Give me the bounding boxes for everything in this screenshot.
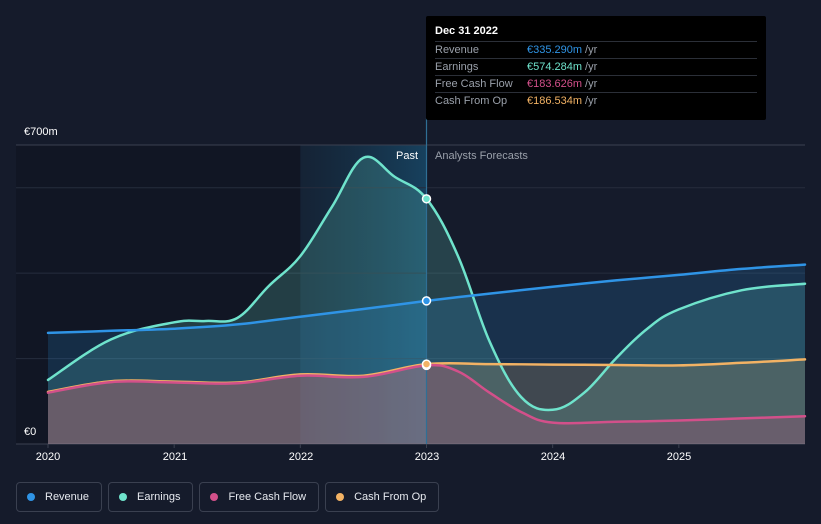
series-line-free-cash-flow [46, 363, 807, 425]
y-axis-zero-label: €0 [24, 426, 37, 438]
marker-earnings [421, 194, 432, 204]
y-axis-max-label: €700m [24, 126, 58, 138]
legend-label: Revenue [45, 491, 90, 503]
tooltip-earnings-value: €574.284m [527, 61, 583, 73]
legend: Revenue Earnings Free Cash Flow Cash Fro… [16, 482, 440, 512]
tooltip-fcf-label: Free Cash Flow [435, 78, 513, 90]
legend-label: Free Cash Flow [228, 491, 307, 503]
tooltip-cfo-label: Cash From Op [435, 95, 508, 107]
tooltip-cfo-value-wrap: €186.534m/yr [527, 95, 597, 107]
tooltip-date: Dec 31 2022 [435, 25, 498, 37]
marker-cash-from-op [421, 359, 432, 369]
tooltip-revenue-label: Revenue [435, 44, 480, 56]
tooltip: Dec 31 2022 Revenue €335.290m/yr Earning… [426, 16, 766, 120]
past-highlight-band [300, 145, 427, 444]
x-tick-label: 2021 [162, 451, 188, 463]
tooltip-row-cash-from-op: Cash From Op €186.534m/yr [435, 92, 757, 110]
x-tick-label: 2020 [35, 451, 61, 463]
x-tick-label: 2025 [666, 451, 692, 463]
legend-dot-icon [27, 493, 35, 501]
tooltip-earnings-label: Earnings [435, 61, 479, 73]
legend-item-free-cash-flow[interactable]: Free Cash Flow [199, 482, 320, 512]
legend-item-earnings[interactable]: Earnings [108, 482, 194, 512]
tooltip-cfo-unit: /yr [585, 95, 598, 107]
tooltip-revenue-value: €335.290m [527, 44, 583, 56]
tooltip-fcf-value-wrap: €183.626m/yr [527, 78, 597, 90]
marker-revenue [421, 296, 432, 306]
legend-dot-icon [210, 493, 219, 501]
tooltip-row-earnings: Earnings €574.284m/yr [435, 58, 757, 76]
tooltip-fcf-value: €183.626m [527, 78, 583, 90]
x-tick-label: 2024 [540, 451, 566, 463]
tooltip-earnings-unit: /yr [585, 61, 598, 73]
tooltip-revenue-unit: /yr [585, 44, 598, 56]
tooltip-row-revenue: Revenue €335.290m/yr [435, 41, 757, 59]
legend-item-cash-from-op[interactable]: Cash From Op [325, 482, 440, 512]
past-backdrop [16, 145, 301, 444]
analysts-forecasts-label: Analysts Forecasts [435, 150, 528, 162]
tooltip-earnings-value-wrap: €574.284m/yr [527, 61, 597, 73]
tooltip-cfo-value: €186.534m [527, 95, 583, 107]
legend-dot-icon [119, 493, 128, 501]
tooltip-revenue-value-wrap: €335.290m/yr [527, 44, 597, 56]
legend-item-revenue[interactable]: Revenue [16, 482, 103, 512]
legend-dot-icon [336, 493, 345, 501]
x-tick-label: 2023 [414, 451, 440, 463]
legend-label: Earnings [137, 491, 181, 503]
legend-label: Cash From Op [354, 491, 427, 503]
tooltip-row-free-cash-flow: Free Cash Flow €183.626m/yr [435, 75, 757, 93]
past-label: Past [396, 150, 419, 162]
tooltip-fcf-unit: /yr [585, 78, 598, 90]
x-tick-label: 2022 [288, 451, 314, 463]
